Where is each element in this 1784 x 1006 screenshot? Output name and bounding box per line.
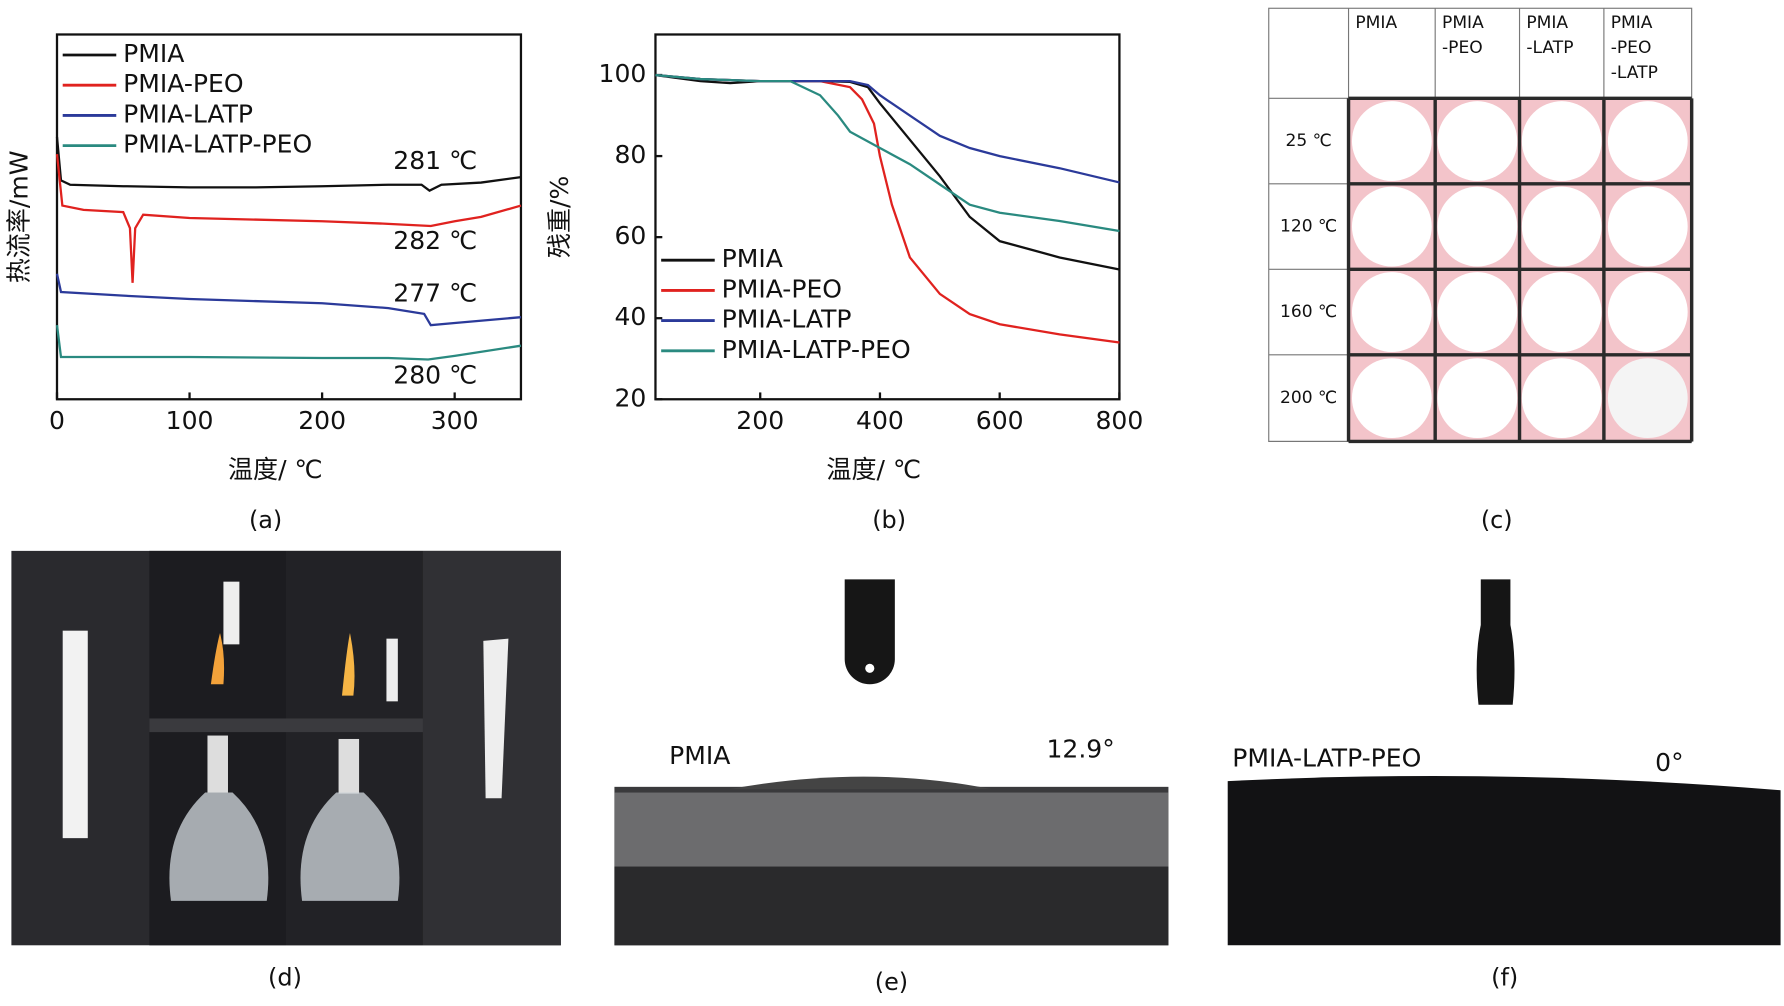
x-axis-label: 温度/ ℃ xyxy=(228,455,323,484)
contact-angle-photo xyxy=(1227,579,1781,946)
contact-angle: 12.9° xyxy=(1046,734,1114,763)
plot-frame xyxy=(55,33,523,401)
row-label: 25 ℃ xyxy=(1285,131,1331,151)
row-label: 120 ℃ xyxy=(1280,217,1337,237)
sample-disc xyxy=(1437,186,1518,267)
contact-angle: 0° xyxy=(1655,748,1683,777)
x-tick-label: 100 xyxy=(166,406,214,435)
sample-disc xyxy=(1351,186,1432,267)
legend-label: PMIA-PEO xyxy=(123,69,243,98)
y-axis-label: 残重/% xyxy=(545,176,574,258)
panel-label: (f) xyxy=(1491,963,1518,991)
legend-label: PMIA-LATP-PEO xyxy=(722,335,911,364)
x-tick-label: 300 xyxy=(431,406,479,435)
annotation: 281 ℃ xyxy=(393,146,477,175)
x-tick-label: 400 xyxy=(856,406,904,435)
panel-label: (b) xyxy=(872,506,906,534)
data-line xyxy=(55,154,522,283)
sample-disc xyxy=(1607,101,1688,181)
sample-disc xyxy=(1607,358,1688,439)
row-label: 160 ℃ xyxy=(1280,302,1337,322)
plot-frame xyxy=(654,33,1121,401)
data-line xyxy=(55,273,522,327)
panel-label: (a) xyxy=(249,506,282,534)
sample-label: PMIA xyxy=(669,741,730,770)
x-axis-label: 温度/ ℃ xyxy=(826,455,921,484)
panel-label: (c) xyxy=(1481,506,1513,534)
y-tick-label: 20 xyxy=(614,383,646,412)
sample-disc xyxy=(1437,358,1518,439)
legend-label: PMIA-LATP xyxy=(722,305,852,334)
annotation: 282 ℃ xyxy=(393,226,477,255)
column-header: -PEO xyxy=(1611,38,1652,58)
y-axis-label: 热流率/mW xyxy=(5,150,34,283)
column-header: -LATP xyxy=(1526,38,1573,58)
sample-disc xyxy=(1437,272,1518,352)
sample-disc xyxy=(1351,101,1432,181)
panel-label: (e) xyxy=(875,968,908,996)
panel-label: (d) xyxy=(268,963,302,991)
legend-label: PMIA-PEO xyxy=(722,274,842,303)
column-header: -PEO xyxy=(1442,38,1483,58)
y-tick-label: 80 xyxy=(614,140,646,169)
sample-disc xyxy=(1521,101,1602,181)
contact-angle-photo xyxy=(614,579,1169,946)
x-tick-label: 0 xyxy=(49,406,65,435)
sample-disc xyxy=(1437,101,1518,181)
x-tick-label: 800 xyxy=(1095,406,1143,435)
legend-label: PMIA xyxy=(123,39,184,68)
data-line xyxy=(55,325,522,361)
sample-label: PMIA-LATP-PEO xyxy=(1232,743,1421,772)
annotation: 277 ℃ xyxy=(393,278,477,307)
sample-disc xyxy=(1521,358,1602,439)
sample-disc xyxy=(1351,358,1432,439)
y-tick-label: 60 xyxy=(614,221,646,250)
sample-disc xyxy=(1351,272,1432,352)
x-tick-label: 200 xyxy=(298,406,346,435)
data-line xyxy=(655,73,1120,184)
y-tick-label: 40 xyxy=(614,302,646,331)
annotation: 280 ℃ xyxy=(393,360,477,389)
x-tick-label: 600 xyxy=(976,406,1024,435)
sample-disc xyxy=(1607,272,1688,352)
sample-disc xyxy=(1521,186,1602,267)
column-header: PMIA xyxy=(1526,13,1568,33)
column-header: -LATP xyxy=(1611,63,1658,83)
data-line xyxy=(655,73,1120,233)
row-label: 200 ℃ xyxy=(1280,388,1337,408)
legend-label: PMIA xyxy=(722,244,783,273)
flame-photo xyxy=(11,550,561,946)
sample-disc xyxy=(1607,186,1688,267)
sample-disc xyxy=(1521,272,1602,352)
column-header: PMIA xyxy=(1442,13,1484,33)
column-header: PMIA xyxy=(1355,13,1397,33)
legend-label: PMIA-LATP-PEO xyxy=(123,130,312,159)
x-tick-label: 200 xyxy=(736,406,784,435)
data-line xyxy=(55,136,522,192)
y-tick-label: 100 xyxy=(599,59,647,88)
data-line xyxy=(655,73,1120,271)
legend-label: PMIA-LATP xyxy=(123,99,253,128)
column-header: PMIA xyxy=(1611,13,1653,33)
